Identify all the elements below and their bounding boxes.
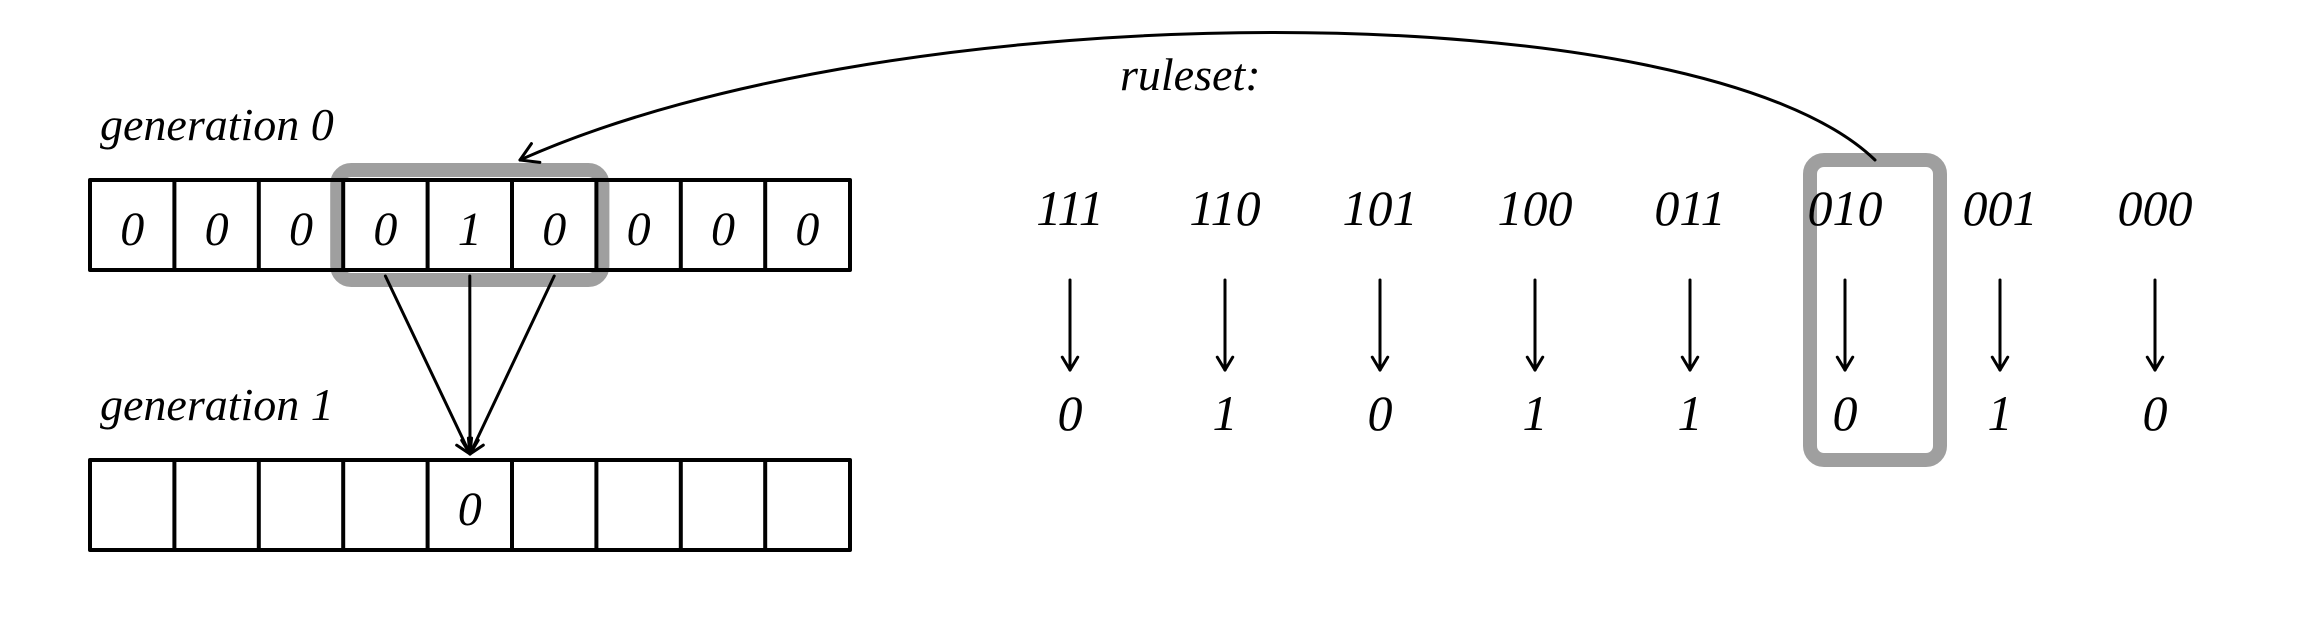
rule-pattern-4: 011 <box>1654 180 1725 236</box>
rule-output-3: 1 <box>1523 385 1548 441</box>
rule-pattern-2: 101 <box>1343 180 1418 236</box>
gen1-cell-4: 0 <box>458 483 482 536</box>
ruleset-label: ruleset: <box>1120 49 1261 100</box>
rule-output-6: 1 <box>1988 385 2013 441</box>
gen0-cell-7: 0 <box>711 203 735 256</box>
rule-output-7: 0 <box>2143 385 2168 441</box>
rule-pattern-0: 111 <box>1036 180 1104 236</box>
rule-output-5: 0 <box>1833 385 1858 441</box>
converge-arrow <box>385 276 470 454</box>
rule-pattern-3: 100 <box>1498 180 1573 236</box>
gen0-cell-0: 0 <box>120 203 144 256</box>
rule-pattern-5: 010 <box>1808 180 1883 236</box>
rule-pattern-7: 000 <box>2118 180 2193 236</box>
gen0-cell-1: 0 <box>205 203 229 256</box>
gen0-cell-5: 0 <box>542 203 566 256</box>
gen0-cell-8: 0 <box>795 203 819 256</box>
gen0-cell-4: 1 <box>458 203 482 256</box>
gen0-cell-2: 0 <box>289 203 313 256</box>
rule-output-1: 1 <box>1213 385 1238 441</box>
gen0-cell-3: 0 <box>373 203 397 256</box>
gen1-label: generation 1 <box>100 379 334 430</box>
gen0-cell-6: 0 <box>627 203 651 256</box>
gen0-label: generation 0 <box>100 99 334 150</box>
rule-output-4: 1 <box>1678 385 1703 441</box>
rule-output-2: 0 <box>1368 385 1393 441</box>
rule-output-0: 0 <box>1058 385 1083 441</box>
rule-pattern-1: 110 <box>1189 180 1260 236</box>
rule-pattern-6: 001 <box>1963 180 2038 236</box>
converge-arrow <box>470 276 554 454</box>
